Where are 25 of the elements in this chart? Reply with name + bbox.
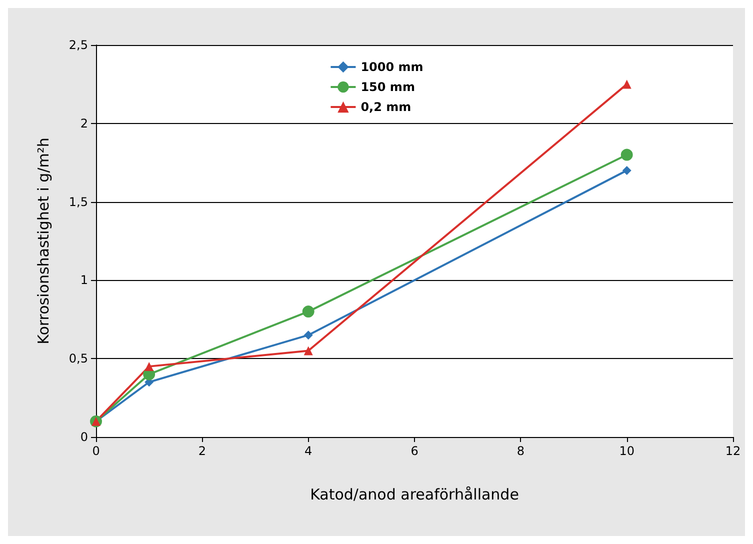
- point: [304, 330, 313, 340]
- point: [302, 306, 314, 318]
- point: [622, 166, 632, 175]
- x-tick-label: 12: [725, 444, 741, 458]
- x-tick-label: 0: [92, 444, 100, 458]
- x-axis-title: Katod/anod areaförhållande: [310, 486, 519, 504]
- legend-label: 0,2 mm: [360, 100, 412, 114]
- y-tick-label: 1: [80, 273, 88, 288]
- x-tick-label: 8: [516, 444, 524, 458]
- point: [622, 80, 632, 89]
- point: [304, 346, 313, 356]
- x-tick-label: 4: [304, 444, 312, 458]
- legend-label: 150 mm: [360, 80, 415, 94]
- point: [144, 362, 154, 371]
- x-tick-label: 6: [410, 444, 418, 458]
- x-tick-label: 2: [198, 444, 206, 458]
- y-tick-label: 2,5: [68, 38, 88, 52]
- point: [620, 148, 633, 161]
- y-axis-title: Korrosionshastighet i g/m²h: [34, 138, 52, 344]
- y-tick-label: 0,5: [68, 352, 88, 366]
- y-tick-label: 0: [80, 430, 88, 444]
- y-tick-label: 1,5: [68, 194, 88, 209]
- legend-label: 1000 mm: [360, 60, 424, 74]
- x-tick-label: 10: [619, 444, 634, 458]
- y-tick-label: 2: [80, 116, 88, 130]
